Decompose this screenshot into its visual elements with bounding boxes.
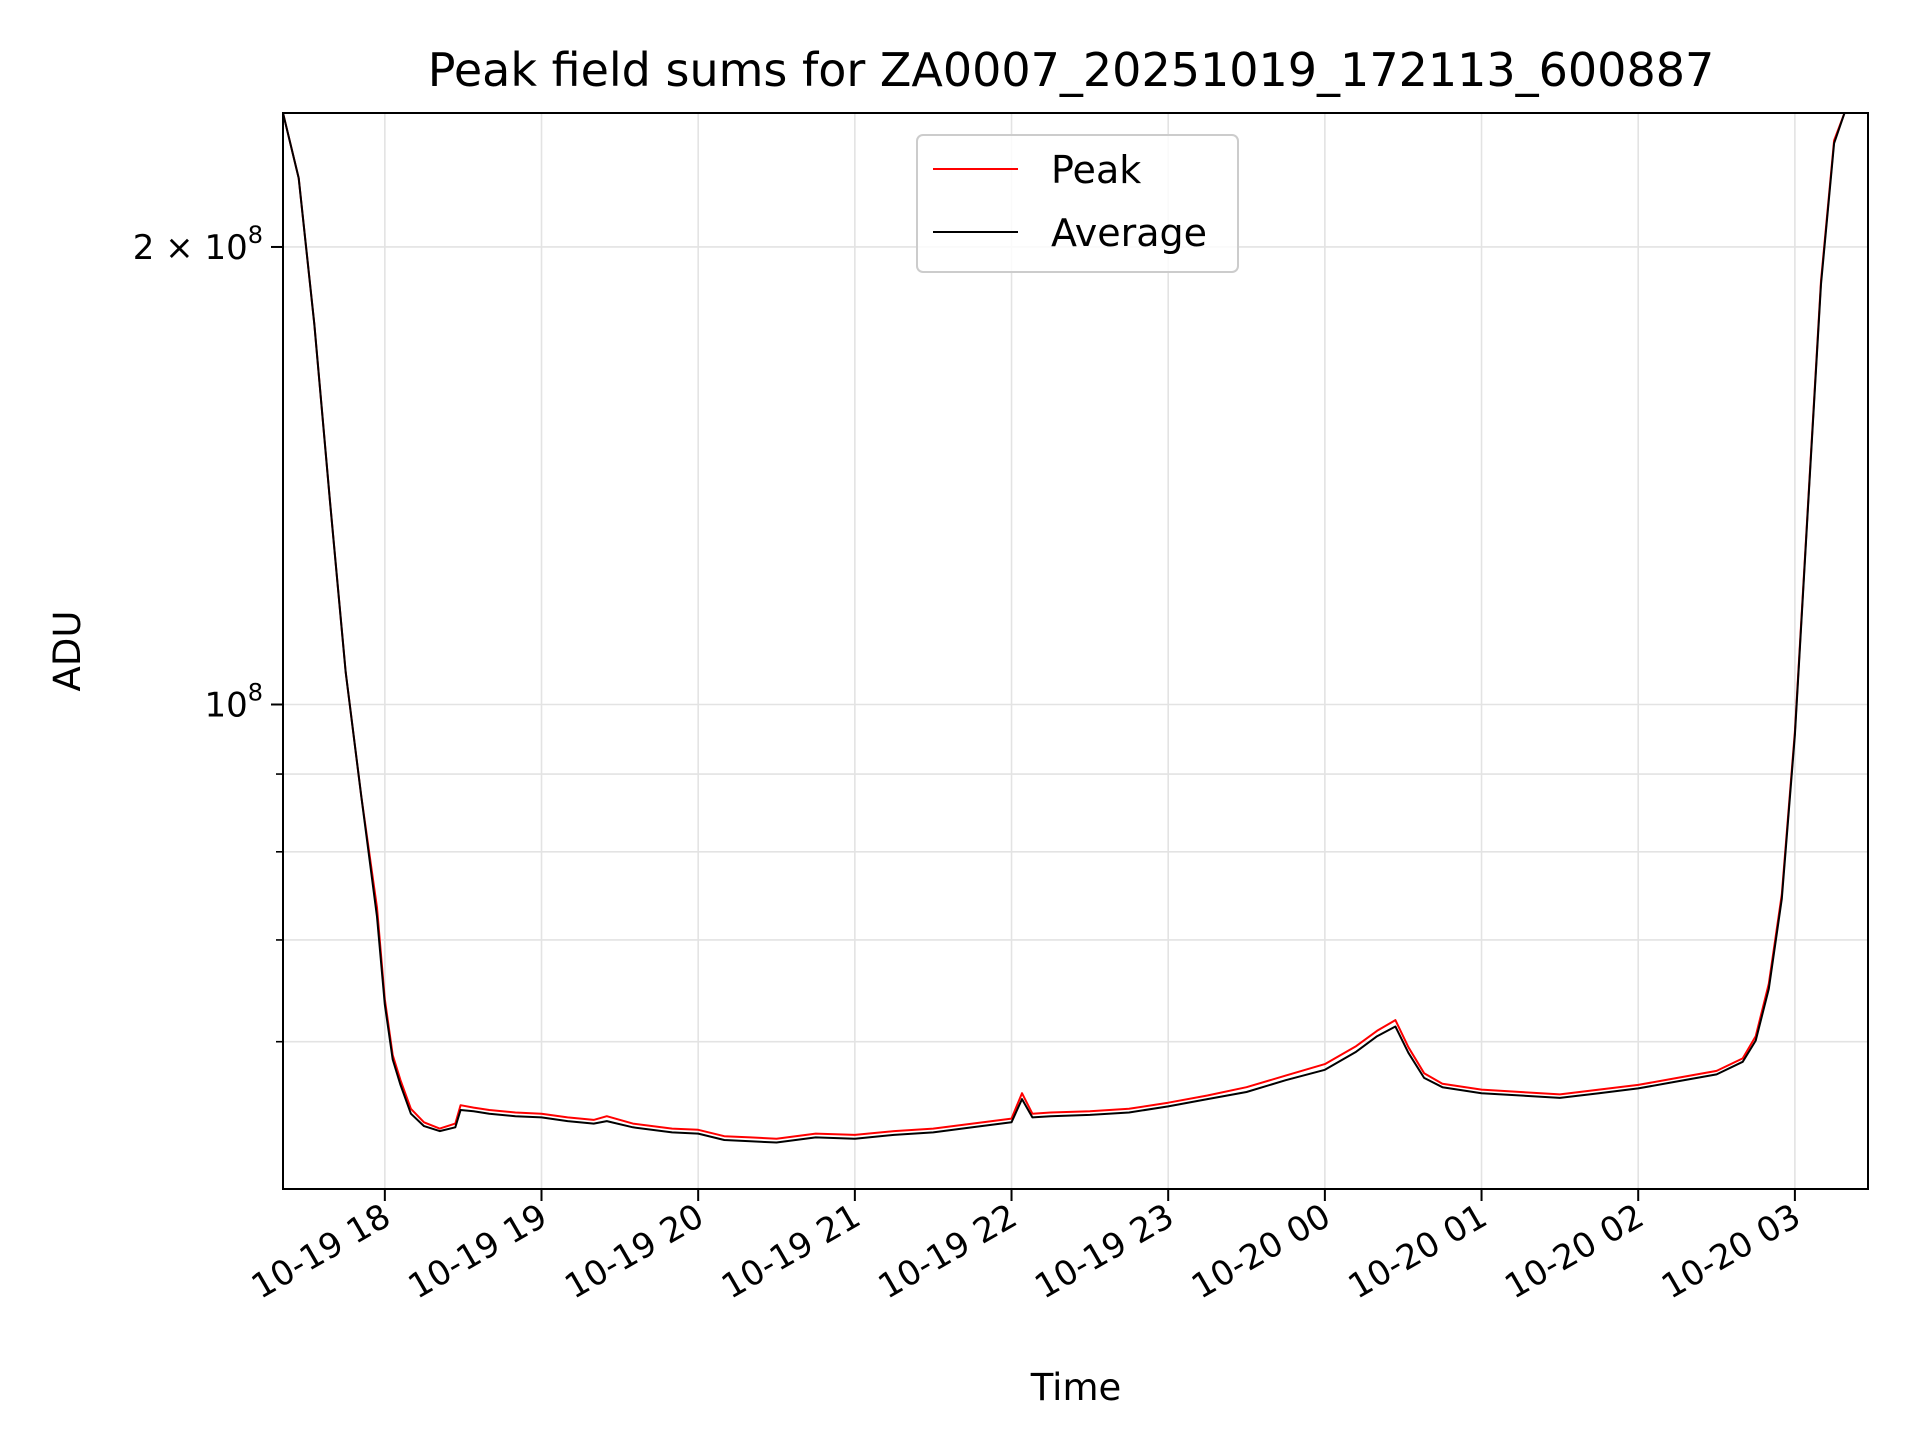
series-lines — [283, 113, 1846, 1144]
y-tick-exponent: 8 — [248, 679, 263, 707]
y-tick-exponent: 8 — [248, 221, 263, 249]
x-axis-label: Time — [1030, 1366, 1122, 1409]
y-tick-label: 108 — [204, 679, 263, 726]
series-line-average — [283, 113, 1846, 1144]
plot-frame — [282, 112, 1869, 1190]
grid-lines — [283, 113, 1868, 1189]
y-axis-label: ADU — [46, 611, 89, 692]
y-tick-base: 2 × 10 — [133, 228, 248, 268]
legend-label-peak: Peak — [1051, 148, 1141, 192]
series-line-peak — [283, 113, 1846, 1140]
y-tick-base: 10 — [204, 686, 247, 726]
legend-label-average: Average — [1051, 211, 1207, 255]
legend: Peak Average — [916, 134, 1239, 273]
chart-title: Peak field sums for ZA0007_20251019_1721… — [428, 43, 1715, 97]
y-tick-label: 2 × 108 — [133, 221, 263, 268]
